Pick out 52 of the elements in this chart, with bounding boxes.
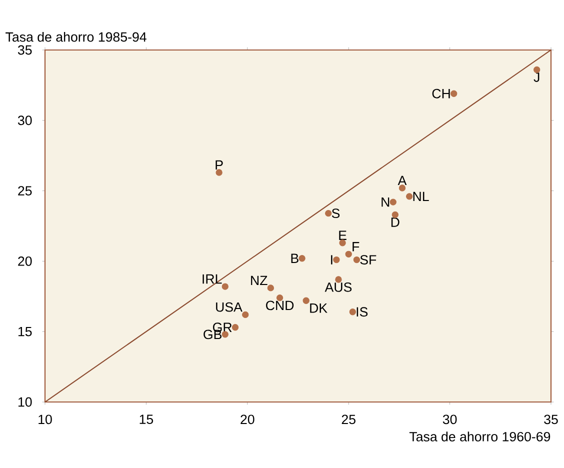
point [353, 256, 360, 264]
annotation: A [398, 176, 407, 186]
annotation: S [332, 208, 340, 218]
annotation: CH [432, 88, 450, 98]
point [339, 240, 346, 246]
annotation: J [534, 72, 540, 82]
x-tick-label: 20 [240, 414, 254, 424]
point [406, 193, 413, 200]
point [222, 283, 228, 290]
annotation: IS [356, 307, 368, 317]
annotation: B [291, 254, 298, 263]
annotation: E [339, 230, 346, 240]
point [302, 297, 310, 304]
y-tick-label: 10 [18, 397, 32, 407]
y-axis-title: Tasa de ahorro 1985-94 [6, 32, 146, 42]
point [450, 90, 458, 97]
annotation: D [391, 218, 400, 227]
x-tick-label: 30 [442, 414, 457, 424]
point [349, 308, 356, 316]
point [298, 255, 306, 262]
annotation: IRL [202, 274, 222, 284]
point [345, 250, 352, 258]
y-tick-label: 20 [18, 256, 32, 266]
y-tick-label: 35 [18, 45, 32, 55]
x-tick-label: 10 [38, 414, 52, 424]
y-tick-label: 15 [18, 326, 32, 336]
annotation: SF [360, 255, 376, 265]
annotation: P [216, 160, 223, 170]
point [333, 256, 340, 264]
point [242, 311, 249, 318]
point [335, 276, 342, 283]
annotation: I [331, 255, 332, 264]
annotation: USA [216, 302, 242, 312]
x-tick-label: 15 [140, 414, 154, 424]
point [390, 198, 396, 206]
point [216, 169, 222, 176]
point [232, 324, 239, 331]
annotation: N [382, 197, 390, 207]
annotation: NL [413, 192, 429, 202]
point [398, 184, 406, 192]
point [267, 284, 274, 292]
annotation: AUS [324, 282, 352, 292]
x-tick-label: 25 [342, 414, 356, 424]
annotation: F [352, 242, 360, 252]
annotation: NZ [251, 276, 268, 286]
x-axis-title: Tasa de ahorro 1960-69 [409, 432, 550, 442]
annotation: DK [310, 304, 328, 313]
point [325, 210, 332, 217]
annotation: CND [266, 300, 294, 310]
x-tick-label: 35 [544, 414, 558, 424]
y-tick-label: 25 [18, 186, 32, 196]
y-tick-label: 30 [18, 116, 32, 126]
